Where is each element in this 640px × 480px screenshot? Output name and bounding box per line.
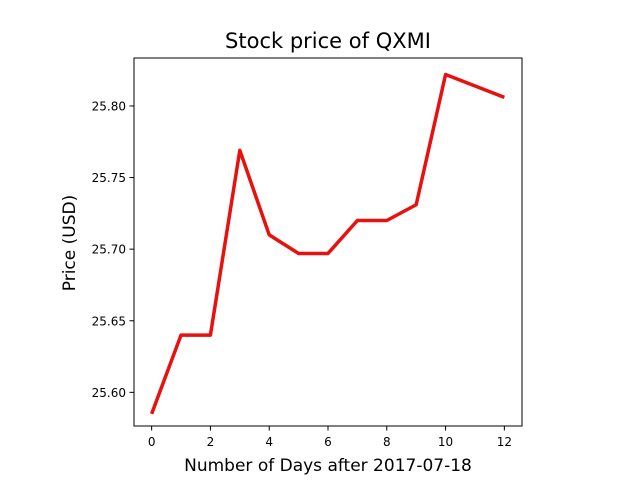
y-axis-title: Price (USD) — [60, 195, 80, 291]
plot-area — [133, 57, 523, 427]
series-line-0 — [150, 72, 505, 415]
x-tick-label: 2 — [207, 435, 215, 449]
x-tick-label: 6 — [324, 435, 332, 449]
y-axis: 25.60 25.65 25.70 25.75 25.80 — [92, 99, 134, 400]
series-layer — [150, 72, 505, 415]
x-tick-label: 12 — [497, 435, 512, 449]
x-tick-label: 4 — [265, 435, 273, 449]
chart-title: Stock price of QXMI — [225, 29, 431, 53]
y-tick-label: 25.75 — [92, 171, 126, 185]
plot-frame — [133, 57, 523, 427]
x-axis-title: Number of Days after 2017-07-18 — [184, 456, 472, 476]
x-tick-label: 0 — [148, 435, 156, 449]
y-tick-label: 25.60 — [92, 386, 126, 400]
y-tick-label: 25.80 — [92, 99, 126, 113]
x-axis: 0 2 4 6 8 10 12 — [148, 426, 512, 449]
y-tick-label: 25.70 — [92, 243, 126, 257]
y-tick-label: 25.65 — [92, 314, 126, 328]
x-tick-label: 10 — [438, 435, 453, 449]
x-tick-label: 8 — [383, 435, 391, 449]
